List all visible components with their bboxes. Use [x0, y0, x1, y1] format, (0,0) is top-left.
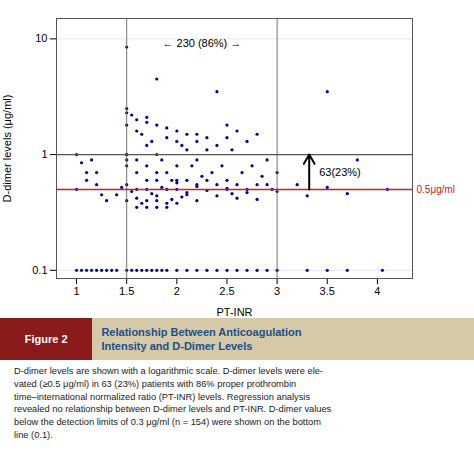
svg-text:3: 3	[274, 285, 280, 297]
svg-text:← 230 (86%) →: ← 230 (86%) →	[162, 37, 241, 49]
svg-text:D-dimer levels (μg/ml): D-dimer levels (μg/ml)	[1, 95, 13, 203]
svg-text:2.5: 2.5	[219, 285, 234, 297]
html-text:Figure 2: Figure 2	[24, 333, 68, 345]
svg-text:63(23%): 63(23%)	[319, 166, 361, 178]
svg-text:0.5μg/ml: 0.5μg/ml	[417, 184, 456, 195]
svg-text:0.1: 0.1	[32, 264, 47, 276]
svg-text:1: 1	[73, 285, 79, 297]
svg-text:3.5: 3.5	[320, 285, 335, 297]
svg-text:4: 4	[374, 285, 380, 297]
html-text:Relationship Between Anticoagu: Relationship Between Anticoagulation Int…	[101, 325, 302, 352]
html-text:D-dimer levels are shown with: D-dimer levels are shown with a logarith…	[14, 366, 332, 441]
svg-text:1: 1	[41, 148, 47, 160]
svg-text:10: 10	[35, 32, 47, 44]
svg-text:2: 2	[174, 285, 180, 297]
svg-text:PT-INR: PT-INR	[216, 306, 252, 318]
svg-text:1.5: 1.5	[119, 285, 134, 297]
